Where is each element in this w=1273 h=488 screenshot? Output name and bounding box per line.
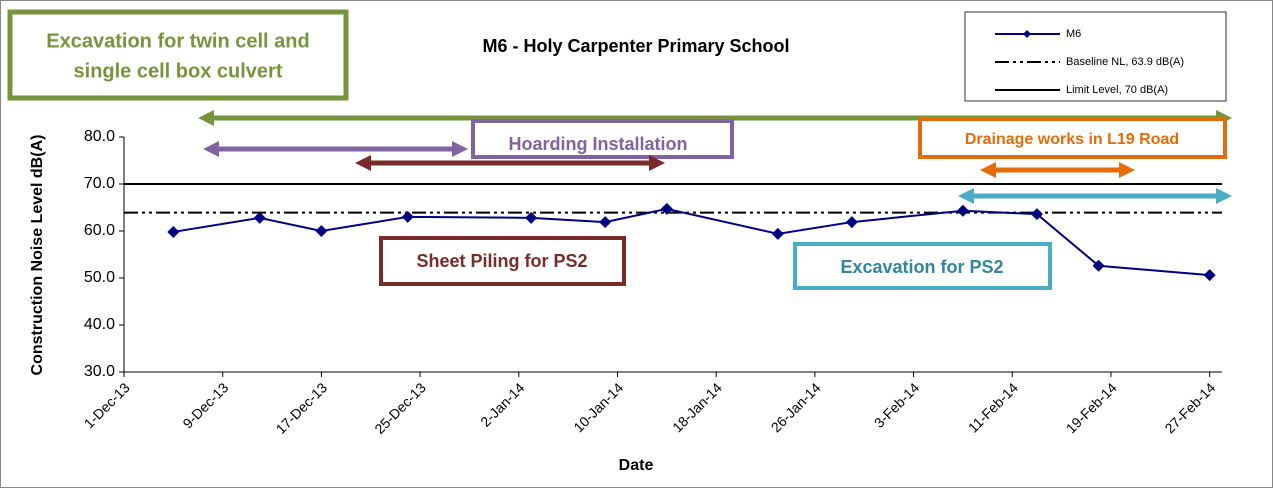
y-tick-label: 80.0 bbox=[84, 128, 115, 145]
annotation-arrow-head bbox=[1119, 162, 1135, 178]
legend-label: M6 bbox=[1066, 28, 1081, 40]
legend-label: Baseline NL, 63.9 dB(A) bbox=[1066, 56, 1184, 68]
x-axis-label: Date bbox=[619, 457, 654, 474]
data-point bbox=[771, 227, 784, 240]
annotation-text: Drainage works in L19 Road bbox=[965, 131, 1179, 148]
annotation-arrow-head bbox=[355, 155, 371, 171]
y-axis-label: Construction Noise Level dB(A) bbox=[29, 135, 46, 376]
chart-title: M6 - Holy Carpenter Primary School bbox=[482, 36, 789, 56]
annotation-text: Excavation for twin cell and bbox=[46, 30, 309, 52]
annotation-box bbox=[793, 242, 1052, 290]
legend-marker bbox=[1023, 30, 1031, 38]
data-point bbox=[401, 210, 414, 223]
annotation-box bbox=[379, 236, 626, 286]
data-point bbox=[599, 216, 612, 229]
y-tick-label: 50.0 bbox=[84, 269, 115, 286]
annotation-box bbox=[471, 119, 734, 159]
data-point bbox=[315, 225, 328, 237]
data-point bbox=[1030, 208, 1043, 221]
data-point bbox=[525, 211, 538, 224]
annotation-arrow-head bbox=[958, 188, 974, 204]
y-tick-label: 40.0 bbox=[84, 316, 115, 333]
data-point bbox=[167, 225, 180, 238]
data-point bbox=[956, 204, 969, 217]
y-tick-label: 70.0 bbox=[84, 175, 115, 192]
annotation-text: Excavation for PS2 bbox=[840, 257, 1003, 277]
data-point bbox=[253, 211, 266, 224]
legend-label: Limit Level, 70 dB(A) bbox=[1066, 84, 1168, 96]
annotation-box bbox=[918, 117, 1227, 159]
data-point bbox=[660, 202, 673, 215]
annotation-arrow-head bbox=[980, 162, 996, 178]
annotation-box bbox=[7, 9, 349, 101]
data-point bbox=[1092, 259, 1105, 272]
annotation-arrow-head bbox=[1216, 188, 1232, 204]
data-point bbox=[1203, 269, 1216, 282]
annotation-text: single cell box culvert bbox=[74, 60, 283, 82]
annotation-text: Sheet Piling for PS2 bbox=[416, 251, 587, 271]
annotation-arrow-head bbox=[198, 110, 214, 126]
annotation-arrow-head bbox=[452, 141, 468, 157]
annotation-arrow-head bbox=[649, 155, 665, 171]
annotation-text: Hoarding Installation bbox=[508, 134, 687, 154]
legend-box bbox=[964, 11, 1227, 102]
y-tick-label: 30.0 bbox=[84, 363, 115, 380]
y-tick-label: 60.0 bbox=[84, 222, 115, 239]
data-point bbox=[845, 216, 858, 229]
annotation-arrow-head bbox=[203, 141, 219, 157]
